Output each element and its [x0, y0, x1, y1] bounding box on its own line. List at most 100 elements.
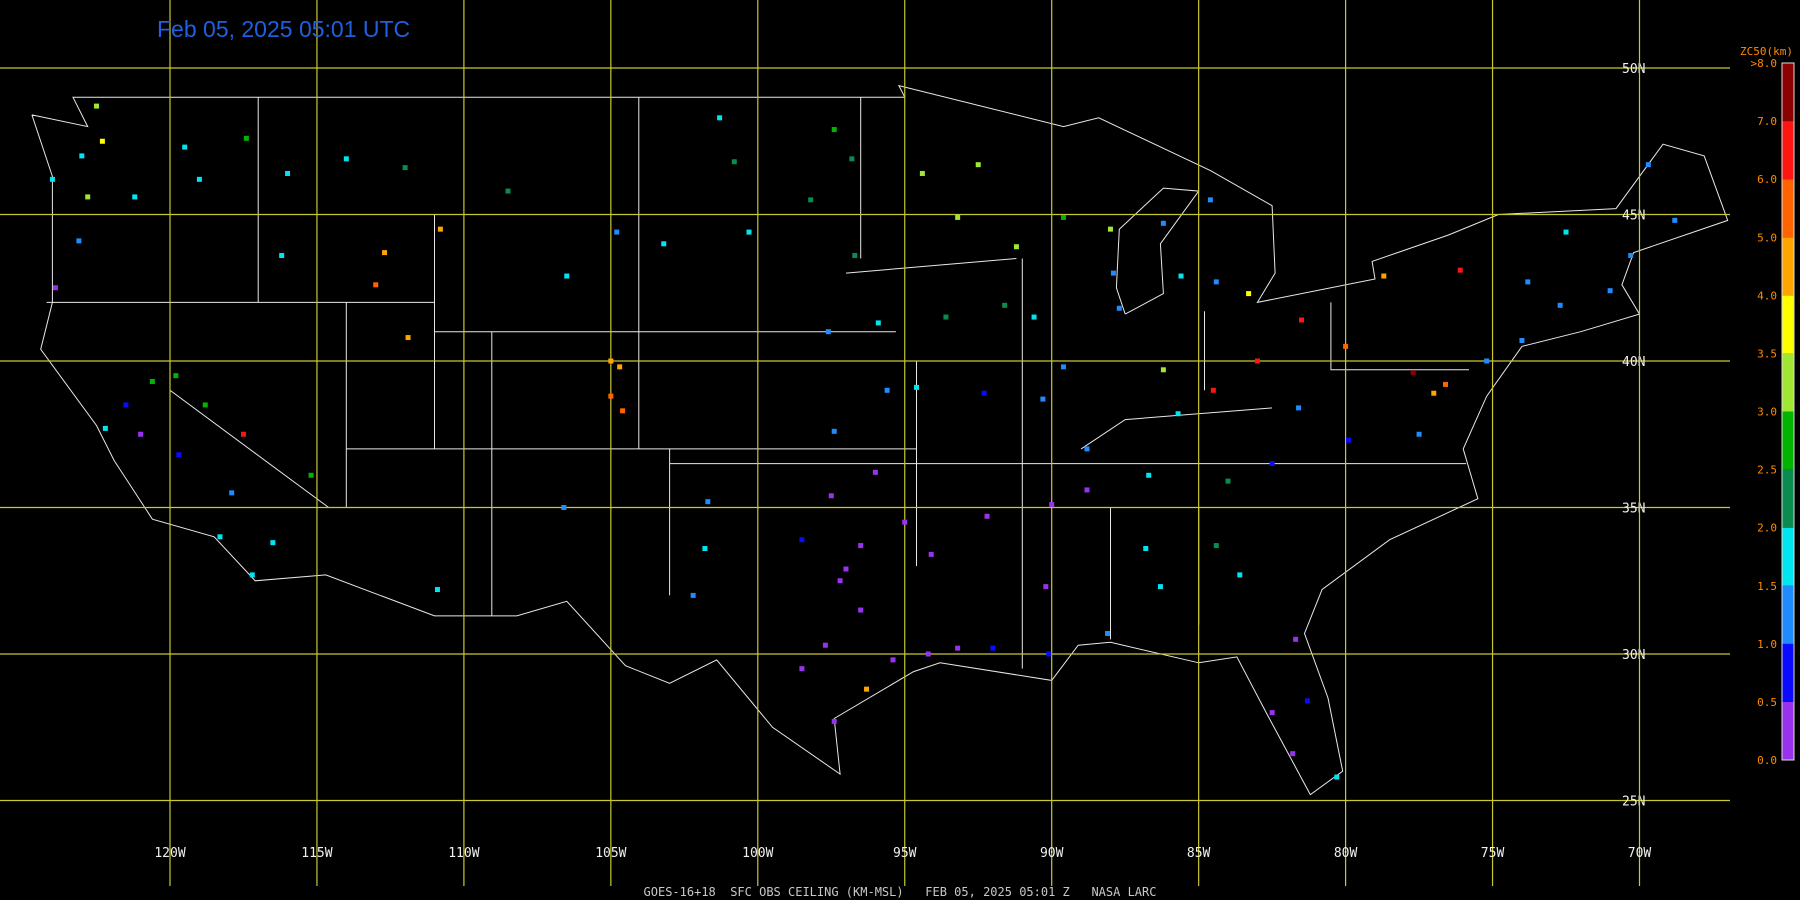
station-obs	[1557, 302, 1563, 308]
station-obs	[1043, 584, 1049, 590]
station-obs	[434, 587, 440, 593]
station-obs	[229, 490, 235, 496]
station-obs	[94, 103, 100, 109]
station-obs	[1210, 387, 1216, 393]
station-obs	[1304, 698, 1310, 704]
colorbar-title: ZC50(km)	[1740, 45, 1793, 58]
boundary	[1115, 187, 1200, 315]
longitude-label: 110W	[448, 846, 479, 861]
colorbar-label: 3.0	[1757, 406, 1777, 419]
station-obs	[102, 425, 108, 431]
station-obs	[984, 513, 990, 519]
longitude-label: 120W	[154, 846, 185, 861]
station-obs	[1013, 244, 1019, 250]
boundary	[1080, 407, 1273, 450]
station-obs	[608, 358, 614, 364]
station-obs	[617, 364, 623, 370]
station-obs	[217, 534, 223, 540]
station-obs	[243, 135, 249, 141]
station-obs	[1290, 751, 1296, 757]
colorbar-band	[1782, 527, 1794, 586]
station-obs	[1443, 381, 1449, 387]
station-obs	[1225, 478, 1231, 484]
station-obs	[437, 226, 443, 232]
station-obs	[702, 546, 708, 552]
station-obs	[914, 384, 920, 390]
map-title: Feb 05, 2025 05:01 UTC	[157, 16, 410, 42]
station-obs	[1116, 305, 1122, 311]
station-obs	[620, 408, 626, 414]
station-obs	[382, 250, 388, 256]
latitude-label: 35N	[1622, 502, 1645, 517]
station-obs	[405, 335, 411, 341]
station-obs	[990, 645, 996, 651]
station-obs	[1046, 651, 1052, 657]
colorbar-label: 4.0	[1757, 289, 1777, 302]
station-obs	[1343, 343, 1349, 349]
station-obs	[1178, 273, 1184, 279]
station-obs	[1031, 314, 1037, 320]
station-obs	[1160, 367, 1166, 373]
station-obs	[1269, 710, 1275, 716]
station-obs	[49, 176, 55, 182]
station-obs	[822, 642, 828, 648]
station-obs	[1143, 546, 1149, 552]
longitude-label: 95W	[893, 846, 917, 861]
station-obs	[1525, 279, 1531, 285]
station-obs	[831, 428, 837, 434]
station-obs	[343, 156, 349, 162]
station-obs	[564, 273, 570, 279]
station-obs	[1084, 487, 1090, 493]
station-obs	[608, 393, 614, 399]
station-obs	[858, 543, 864, 549]
colorbar-label: 0.0	[1757, 754, 1777, 767]
station-obs	[852, 253, 858, 259]
station-obs	[943, 314, 949, 320]
station-obs	[1237, 572, 1243, 578]
station-obs	[76, 238, 82, 244]
colorbar-label: 2.0	[1757, 522, 1777, 535]
station-obs	[925, 651, 931, 657]
station-obs	[240, 431, 246, 437]
longitude-label: 100W	[742, 846, 773, 861]
station-obs	[705, 499, 711, 505]
station-obs	[1484, 358, 1490, 364]
station-obs	[1110, 270, 1116, 276]
station-obs	[1293, 636, 1299, 642]
station-obs	[373, 282, 379, 288]
station-obs	[1296, 405, 1302, 411]
colorbar-band	[1782, 63, 1794, 122]
station-obs	[1431, 390, 1437, 396]
station-obs	[308, 472, 314, 478]
station-obs	[831, 127, 837, 133]
colorbar: ZC50(km) 0.0 0.5 1.0 1.5 2.0 2.5 3.0 3.5 4.0 5.0 6.…	[1740, 45, 1795, 767]
station-obs	[1563, 229, 1569, 235]
station-obs	[561, 505, 567, 510]
colorbar-band	[1782, 121, 1794, 180]
station-obs	[99, 138, 105, 144]
longitude-label: 85W	[1187, 846, 1211, 861]
station-obs	[843, 566, 849, 572]
latitude-label: 25N	[1622, 795, 1645, 810]
station-obs	[85, 194, 91, 200]
station-obs	[1457, 267, 1463, 273]
station-obs	[1105, 630, 1111, 636]
graticule: 50N 45N 40N 35N 30N 25N 120W 115W 110W 105W 100W 95…	[0, 0, 1730, 886]
colorbar-frame	[1781, 62, 1795, 761]
station-obs	[505, 188, 511, 194]
station-obs	[872, 469, 878, 475]
station-obs	[928, 551, 934, 557]
station-obs	[1628, 253, 1634, 259]
station-obs	[981, 390, 987, 396]
station-obs	[875, 320, 881, 326]
colorbar-label: 3.5	[1757, 347, 1777, 360]
station-obs	[1084, 446, 1090, 452]
colorbar-label: 1.0	[1757, 638, 1777, 651]
station-obs	[1107, 226, 1113, 232]
station-obs	[831, 718, 837, 724]
station-obs	[975, 162, 981, 168]
station-obs	[1160, 220, 1166, 226]
station-obs	[1416, 431, 1422, 437]
station-obs	[138, 431, 144, 437]
